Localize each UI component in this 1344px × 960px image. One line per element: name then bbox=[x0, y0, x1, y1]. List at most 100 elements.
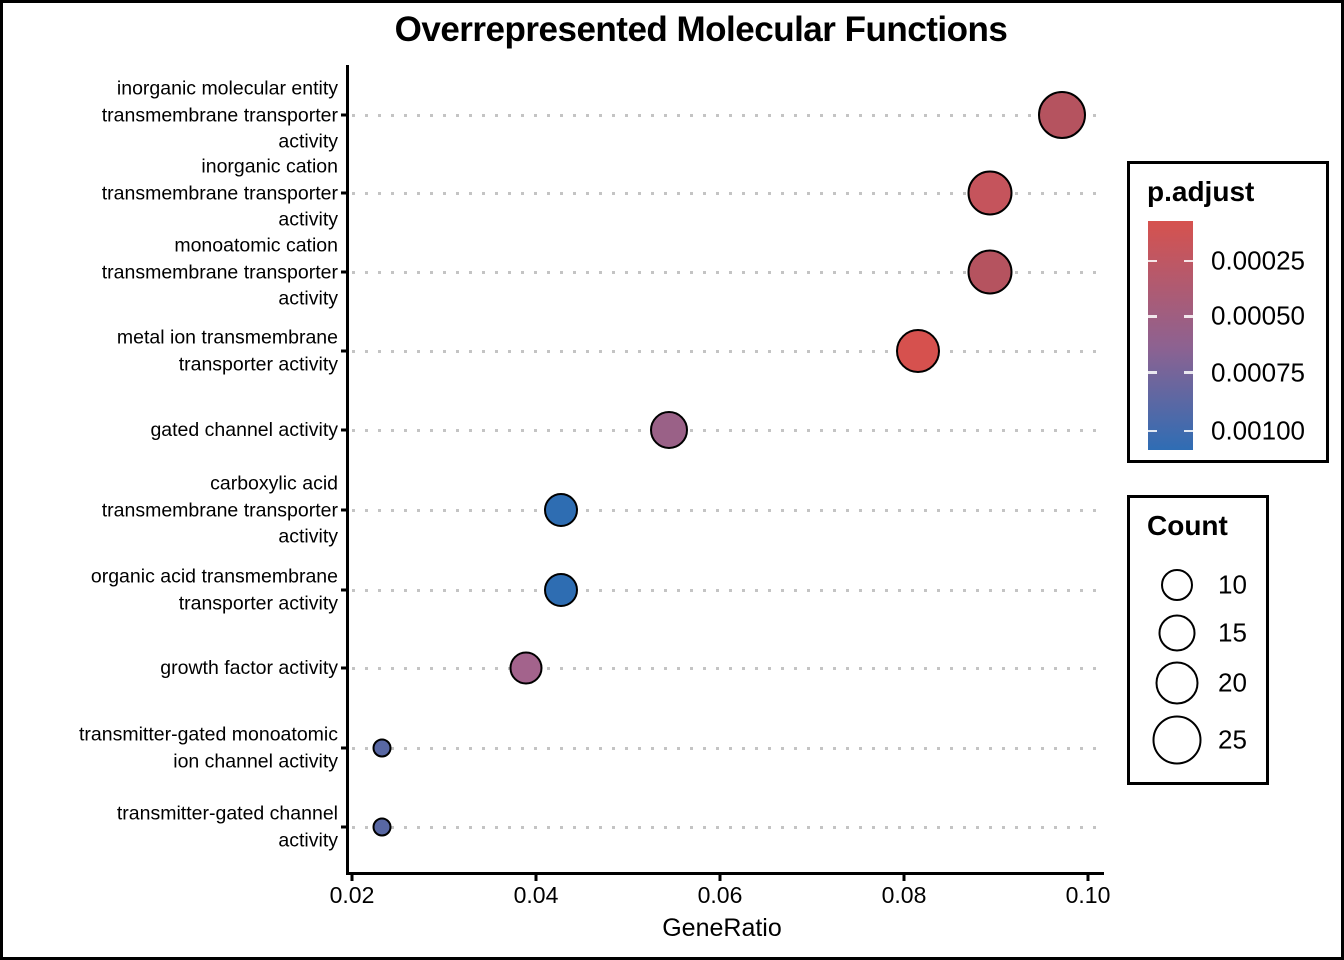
y-axis-label: organic acid transmembrane transporter ac… bbox=[8, 564, 338, 617]
padjust-tick-label: 0.00050 bbox=[1211, 300, 1305, 331]
data-point-bubble bbox=[1038, 91, 1087, 139]
y-axis-label-line: activity bbox=[278, 829, 338, 851]
y-axis-label-line: activity bbox=[278, 287, 338, 310]
y-axis-tick bbox=[341, 508, 349, 512]
x-axis-tick bbox=[718, 872, 722, 881]
y-axis-label-line: transmembrane transporter bbox=[101, 260, 338, 283]
y-axis-label-line: activity bbox=[278, 130, 338, 153]
gradient-tick bbox=[1148, 315, 1157, 318]
legend-padjust-title: p.adjust bbox=[1147, 176, 1255, 207]
y-axis-label-line: activity bbox=[278, 208, 338, 231]
count-legend-label: 25 bbox=[1218, 724, 1247, 755]
y-axis-label-line: growth factor activity bbox=[160, 656, 338, 679]
y-axis-label-line: transmembrane transporter bbox=[101, 181, 338, 204]
y-axis-label-line: transporter activity bbox=[178, 353, 338, 375]
y-axis-label-line: gated channel activity bbox=[150, 418, 338, 441]
x-axis-tick-label: 0.08 bbox=[881, 882, 927, 908]
legend-count-title: Count bbox=[1147, 510, 1228, 541]
y-axis-tick bbox=[341, 825, 349, 829]
y-axis-label: monoatomic cation transmembrane transport… bbox=[8, 232, 338, 312]
gradient-tick bbox=[1184, 315, 1193, 318]
x-axis-tick bbox=[350, 872, 354, 881]
count-legend-label: 10 bbox=[1218, 569, 1247, 600]
y-axis-label: transmitter-gated channel activity bbox=[8, 801, 338, 854]
y-axis-label-line: inorganic molecular entity bbox=[116, 77, 338, 100]
gridline bbox=[352, 428, 1100, 432]
y-axis-label-line: organic acid transmembrane bbox=[90, 565, 338, 588]
y-axis-label: inorganic cation transmembrane transporte… bbox=[8, 153, 338, 233]
gradient-tick bbox=[1148, 259, 1157, 263]
y-axis-tick bbox=[341, 113, 349, 117]
y-axis-label: metal ion transmembrane transporter activ… bbox=[8, 325, 338, 378]
gridline bbox=[352, 666, 1100, 670]
x-axis-title: GeneRatio bbox=[662, 914, 782, 942]
y-axis-label-line: transporter activity bbox=[178, 592, 338, 614]
y-axis-tick bbox=[341, 428, 349, 432]
y-axis-label-line: transmembrane transporter bbox=[101, 103, 338, 126]
data-point-bubble bbox=[372, 738, 392, 758]
y-axis-label: inorganic molecular entity transmembrane … bbox=[8, 75, 338, 155]
y-axis-label: growth factor activity bbox=[8, 655, 338, 682]
y-axis-label-line: transmitter-gated channel bbox=[116, 802, 338, 825]
x-axis-tick-label: 0.10 bbox=[1065, 882, 1111, 908]
count-legend-circle bbox=[1161, 569, 1193, 601]
legend-count: Count 10 15 20 25 bbox=[1127, 495, 1269, 785]
padjust-tick-label: 0.00025 bbox=[1211, 245, 1305, 276]
count-legend-circle bbox=[1158, 614, 1196, 652]
y-axis-label-line: transmembrane transporter bbox=[101, 498, 338, 521]
y-axis-tick bbox=[341, 349, 349, 353]
data-point-bubble bbox=[543, 573, 578, 607]
chart-title: Overrepresented Molecular Functions bbox=[394, 10, 1008, 49]
y-axis-label: gated channel activity bbox=[8, 417, 338, 444]
gradient-tick bbox=[1184, 371, 1193, 374]
y-axis-tick bbox=[341, 588, 349, 592]
y-axis-tick bbox=[341, 191, 349, 195]
padjust-tick-label: 0.00100 bbox=[1211, 415, 1305, 446]
data-point-bubble bbox=[967, 249, 1013, 295]
data-point-bubble bbox=[543, 493, 578, 527]
y-axis-tick bbox=[341, 270, 349, 274]
count-legend-circle bbox=[1152, 715, 1202, 765]
gradient-tick bbox=[1184, 429, 1193, 433]
x-axis-tick-label: 0.02 bbox=[329, 882, 375, 908]
gridline bbox=[352, 825, 1100, 829]
x-axis-tick-label: 0.06 bbox=[697, 882, 743, 908]
data-point-bubble bbox=[967, 170, 1013, 216]
y-axis-label: carboxylic acid transmembrane transporter… bbox=[8, 470, 338, 550]
y-axis-tick bbox=[341, 666, 349, 670]
y-axis-label: transmitter-gated monoatomic ion channel … bbox=[8, 722, 338, 775]
y-axis-label-line: ion channel activity bbox=[173, 750, 338, 772]
y-axis-label-line: activity bbox=[278, 525, 338, 548]
y-axis-label-line: carboxylic acid bbox=[210, 472, 338, 495]
count-legend-circle bbox=[1155, 661, 1199, 705]
gridline bbox=[352, 588, 1100, 592]
legend-padjust: p.adjust 0.00025 0.00050 0.00075 0.00100 bbox=[1127, 161, 1329, 463]
y-axis-label-line: inorganic cation bbox=[201, 155, 338, 178]
data-point-bubble bbox=[650, 411, 689, 449]
y-axis-tick bbox=[341, 746, 349, 750]
y-axis-label-line: transmitter-gated monoatomic bbox=[78, 723, 338, 746]
gradient-tick bbox=[1148, 371, 1157, 374]
gridline bbox=[352, 746, 1100, 750]
gridline bbox=[352, 508, 1100, 512]
gridline bbox=[352, 270, 1100, 274]
gradient-tick bbox=[1184, 259, 1193, 263]
y-axis-label-line: metal ion transmembrane bbox=[116, 326, 338, 349]
padjust-gradient-bar bbox=[1148, 221, 1193, 450]
padjust-tick-label: 0.00075 bbox=[1211, 357, 1305, 388]
x-axis-tick bbox=[902, 872, 906, 881]
plot-panel bbox=[346, 65, 1104, 875]
y-axis-label-line: monoatomic cation bbox=[174, 234, 338, 257]
data-point-bubble bbox=[509, 651, 543, 685]
data-point-bubble bbox=[895, 329, 940, 373]
count-legend-label: 20 bbox=[1218, 667, 1247, 698]
data-point-bubble bbox=[372, 817, 392, 837]
gridline bbox=[352, 191, 1100, 195]
gridline bbox=[352, 349, 1100, 353]
x-axis-tick-label: 0.04 bbox=[513, 882, 559, 908]
x-axis-tick bbox=[534, 872, 538, 881]
gridline bbox=[352, 113, 1100, 117]
count-legend-label: 15 bbox=[1218, 617, 1247, 648]
gradient-tick bbox=[1148, 429, 1157, 433]
